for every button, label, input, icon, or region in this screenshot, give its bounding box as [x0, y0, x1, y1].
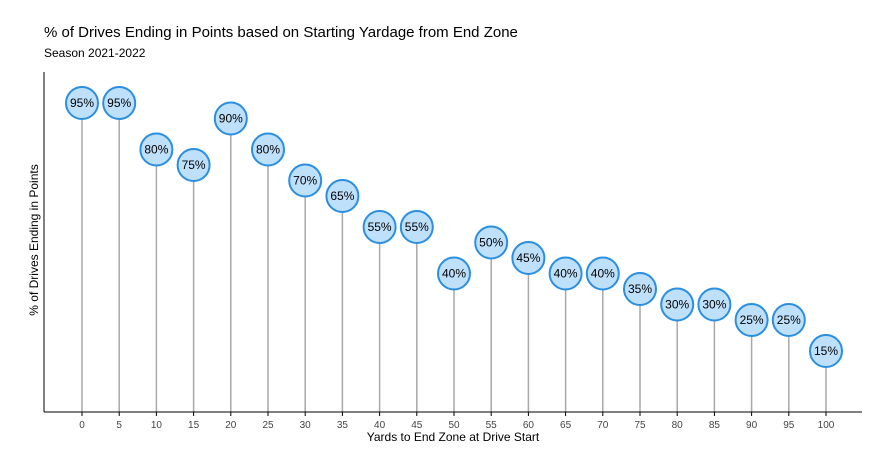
- point-marker-75: [623, 272, 657, 306]
- data-label-85: 30%: [702, 298, 726, 312]
- point-marker-5: [102, 86, 137, 120]
- data-label-75: 35%: [628, 282, 652, 296]
- data-label-100: 15%: [814, 344, 838, 358]
- point-marker-35: [325, 179, 360, 213]
- point-marker-90: [734, 303, 769, 337]
- x-tick-label-5: 5: [116, 420, 122, 431]
- data-label-45: 55%: [405, 220, 429, 234]
- x-tick-label-10: 10: [151, 420, 163, 431]
- data-label-25: 80%: [256, 143, 280, 157]
- data-label-35: 65%: [330, 189, 354, 203]
- data-label-95: 25%: [777, 313, 801, 327]
- x-tick-label-65: 65: [560, 420, 572, 431]
- x-tick-label-25: 25: [262, 420, 274, 431]
- x-tick-label-85: 85: [709, 420, 721, 431]
- point-marker-95: [771, 303, 806, 337]
- x-tick-label-90: 90: [746, 420, 758, 431]
- point-marker-65: [548, 256, 583, 291]
- point-marker-55: [474, 225, 509, 260]
- point-marker-85: [697, 287, 732, 322]
- point-marker-40: [362, 210, 397, 244]
- stems-group: [81, 103, 827, 412]
- data-label-20: 90%: [219, 112, 243, 126]
- x-tick-label-0: 0: [79, 420, 85, 431]
- point-marker-100: [809, 334, 843, 368]
- data-label-40: 55%: [368, 220, 392, 234]
- x-tick-label-35: 35: [337, 420, 349, 431]
- point-marker-25: [251, 132, 285, 167]
- point-marker-15: [176, 148, 211, 182]
- x-tick-label-75: 75: [634, 420, 646, 431]
- point-marker-70: [585, 256, 620, 291]
- y-axis-label: % of Drives Ending in Points: [27, 164, 41, 315]
- point-marker-50: [437, 256, 471, 291]
- data-label-70: 40%: [591, 267, 615, 281]
- data-label-55: 50%: [479, 236, 503, 250]
- x-tick-label-60: 60: [523, 420, 535, 431]
- point-marker-20: [213, 101, 248, 136]
- chart-title: % of Drives Ending in Points based on St…: [44, 24, 518, 41]
- point-marker-30: [288, 163, 323, 198]
- chart-subtitle: Season 2021-2022: [44, 46, 146, 60]
- point-marker-60: [511, 241, 546, 275]
- x-tick-label-30: 30: [300, 420, 312, 431]
- x-tick-label-50: 50: [448, 420, 460, 431]
- x-tick-label-45: 45: [411, 420, 423, 431]
- data-label-80: 30%: [665, 298, 689, 312]
- data-label-15: 75%: [182, 158, 206, 172]
- x-tick-label-100: 100: [818, 420, 835, 431]
- point-marker-0: [65, 86, 99, 120]
- data-label-0: 95%: [70, 96, 94, 110]
- point-marker-10: [139, 132, 174, 167]
- x-tick-label-70: 70: [597, 420, 609, 431]
- x-tick-label-80: 80: [672, 420, 684, 431]
- x-tick-label-20: 20: [225, 420, 237, 431]
- x-ticks-group: 0 5 10 15 20 25 30 35 40 45 50 55 60 65 70 75 80 85 90 95 10…: [79, 412, 835, 431]
- x-axis-label: Yards to End Zone at Drive Start: [367, 430, 540, 444]
- data-label-5: 95%: [107, 96, 131, 110]
- point-marker-80: [660, 287, 695, 322]
- x-tick-label-40: 40: [374, 420, 386, 431]
- data-label-10: 80%: [144, 143, 168, 157]
- data-label-90: 25%: [740, 313, 764, 327]
- data-label-65: 40%: [554, 267, 578, 281]
- data-label-30: 70%: [293, 174, 317, 188]
- x-tick-label-15: 15: [188, 420, 200, 431]
- x-tick-label-55: 55: [486, 420, 498, 431]
- x-tick-label-95: 95: [783, 420, 795, 431]
- point-marker-45: [399, 210, 434, 244]
- data-label-60: 45%: [516, 251, 540, 265]
- data-label-50: 40%: [442, 267, 466, 281]
- markers-group: 95% 95% 80% 75% 90% 80% 70% 65% 55% 55% 40% 50% 45% 4…: [65, 86, 843, 368]
